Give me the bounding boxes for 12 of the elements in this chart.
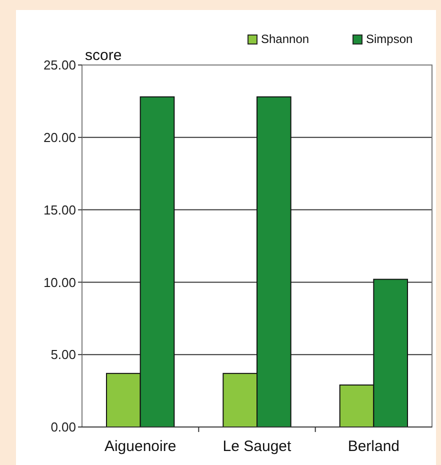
x-tick-label: Le Sauget xyxy=(222,438,292,455)
y-axis-title: score xyxy=(85,47,122,64)
y-tick-label: 5.00 xyxy=(50,347,76,362)
y-tick-label: 15.00 xyxy=(43,202,76,218)
legend-label: Shannon xyxy=(261,32,310,46)
legend-label: Simpson xyxy=(366,32,413,46)
y-tick-label: 10.00 xyxy=(43,274,76,290)
y-tick-label: 20.00 xyxy=(43,130,76,145)
y-tick-label: 25.00 xyxy=(43,58,76,73)
x-tick-label: Aiguenoire xyxy=(104,438,176,455)
y-tick-label: 0.00 xyxy=(50,420,76,435)
x-tick-label: Berland xyxy=(348,438,400,455)
